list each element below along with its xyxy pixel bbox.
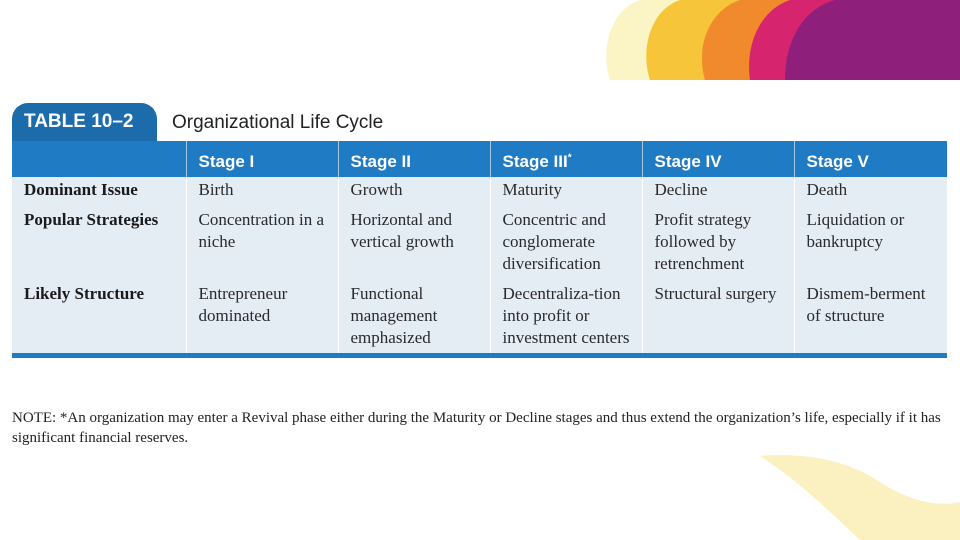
table-note: NOTE: *An organization may enter a Reviv… xyxy=(12,410,941,446)
table-header-row: Stage I Stage II Stage III* Stage IV Sta… xyxy=(12,141,947,177)
life-cycle-table: Stage I Stage II Stage III* Stage IV Sta… xyxy=(12,141,947,358)
table-row: Likely Structure Entrepreneur dominated … xyxy=(12,281,947,353)
table-bottom-rule xyxy=(12,353,947,358)
table-cell: Maturity xyxy=(489,177,642,207)
table-cell: Horizontal and vertical growth xyxy=(337,207,490,281)
header-stage-2: Stage II xyxy=(337,141,490,177)
table-cell: Structural surgery xyxy=(641,281,794,353)
table-cell: Concentration in a niche xyxy=(185,207,338,281)
table-cell: Birth xyxy=(185,177,338,207)
table-row: Dominant Issue Birth Growth Maturity Dec… xyxy=(12,177,947,207)
table-cell: Death xyxy=(793,177,947,207)
table-row: Popular Strategies Concentration in a ni… xyxy=(12,207,947,281)
table-cell: Growth xyxy=(337,177,490,207)
header-stage-4: Stage IV xyxy=(641,141,794,177)
header-stage-3: Stage III* xyxy=(489,141,642,177)
header-stage-1: Stage I xyxy=(185,141,338,177)
table-cell: Decline xyxy=(641,177,794,207)
row-label: Dominant Issue xyxy=(12,177,186,207)
table-title: Organizational Life Cycle xyxy=(172,112,384,133)
footnote-mark: * xyxy=(567,152,572,164)
table-cell: Liquidation or bankruptcy xyxy=(793,207,947,281)
row-label: Popular Strategies xyxy=(12,207,186,281)
table-number-tab: TABLE 10–2 xyxy=(12,103,157,141)
header-stage-5: Stage V xyxy=(793,141,947,177)
table-cell: Profit strategy followed by retrenchment xyxy=(641,207,794,281)
decorative-wave-bottom xyxy=(760,455,960,540)
header-stage-3-label: Stage III xyxy=(502,152,568,171)
table-cell: Dismem-berment of structure xyxy=(793,281,947,353)
table-cell: Entrepreneur dominated xyxy=(185,281,338,353)
decorative-wave-top xyxy=(606,0,960,80)
table-cell: Functional management emphasized xyxy=(337,281,490,353)
table-cell: Decentraliza-tion into profit or investm… xyxy=(489,281,642,353)
header-corner xyxy=(12,141,186,177)
table-cell: Concentric and conglomerate diversificat… xyxy=(489,207,642,281)
row-label: Likely Structure xyxy=(12,281,186,353)
